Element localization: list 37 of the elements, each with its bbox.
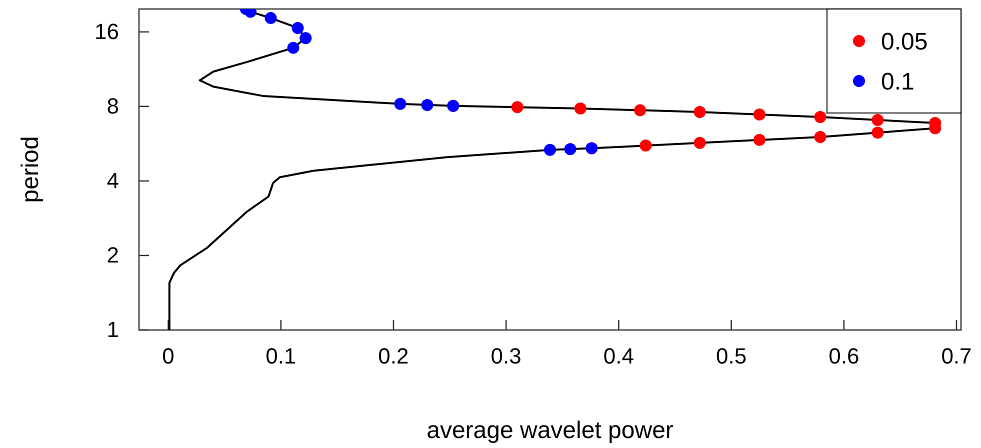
x-tick-label: 0.1 [266,344,296,369]
y-tick-label: 4 [106,168,119,193]
x-tick-label: 0.6 [828,344,860,369]
point [574,102,586,114]
point [872,126,884,139]
legend-label: 0.1 [881,68,914,96]
point [814,111,826,124]
y-tick-label: 16 [94,18,119,44]
y-axis-title: period [17,136,44,203]
point [694,136,706,149]
x-axis-title: average wavelet power [426,417,674,444]
point [634,104,646,116]
x-tick-label: 0.5 [716,344,747,369]
point [753,134,766,146]
point [753,108,766,121]
point [872,114,884,126]
point [264,12,277,24]
x-tick-label: 0.7 [941,344,972,369]
point [300,32,312,44]
point [814,131,826,144]
point [394,98,406,110]
legend-label: 0.05 [881,28,928,56]
point [511,101,524,114]
point [421,98,434,111]
x-tick-label: 0 [162,344,174,369]
y-tick-label: 1 [106,317,119,342]
x-tick-label: 0.2 [378,344,409,369]
y-tick-label: 2 [106,242,119,268]
point [564,143,576,156]
y-tick-label: 8 [106,93,119,118]
x-tick-label: 0.3 [490,344,522,369]
point [640,140,652,152]
point [544,144,556,156]
point [292,22,304,34]
point [694,106,706,118]
point [287,42,300,54]
x-tick-label: 0.4 [603,344,634,369]
